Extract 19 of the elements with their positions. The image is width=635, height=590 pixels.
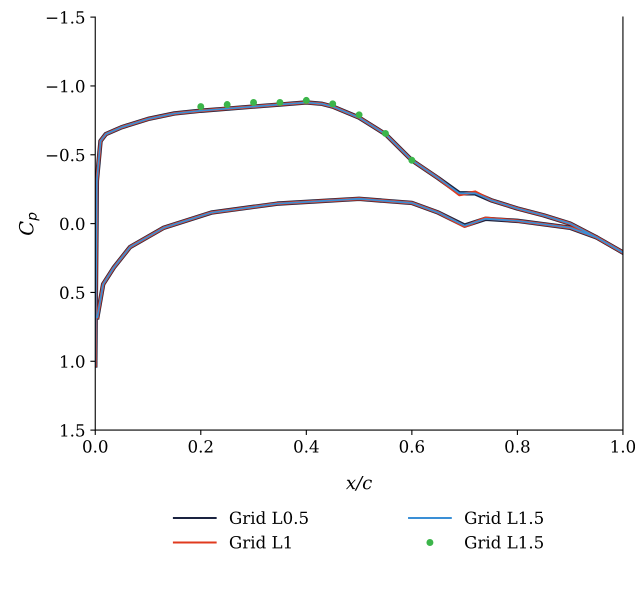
- legend-label: Grid L1.5: [465, 536, 543, 549]
- y-tick-label: 0.0: [60, 218, 84, 230]
- x-tick-label: 0.6: [400, 440, 424, 453]
- x-tick-label: 0.4: [294, 440, 319, 453]
- legend-label: Grid L0.5: [230, 511, 308, 524]
- y-tick-label: −1.0: [46, 80, 84, 93]
- x-tick-label: 1.0: [612, 440, 635, 453]
- legend-label: Grid L1.5: [465, 511, 543, 524]
- x-axis-title: x/c: [346, 476, 372, 491]
- x-tick-label: 0.0: [83, 440, 108, 453]
- x-tick-label: 0.8: [505, 440, 530, 453]
- y-tick-label: 1.0: [61, 355, 84, 368]
- y-tick-label: −1.5: [46, 11, 84, 24]
- y-tick-label: 0.5: [60, 286, 84, 300]
- y-axis-title: C$_{p}$: [18, 212, 40, 235]
- y-tick-label: −0.5: [46, 148, 84, 162]
- legend-label: Grid L1: [230, 536, 291, 549]
- x-tick-label: 0.2: [188, 440, 212, 453]
- y-tick-label: 1.5: [61, 424, 84, 437]
